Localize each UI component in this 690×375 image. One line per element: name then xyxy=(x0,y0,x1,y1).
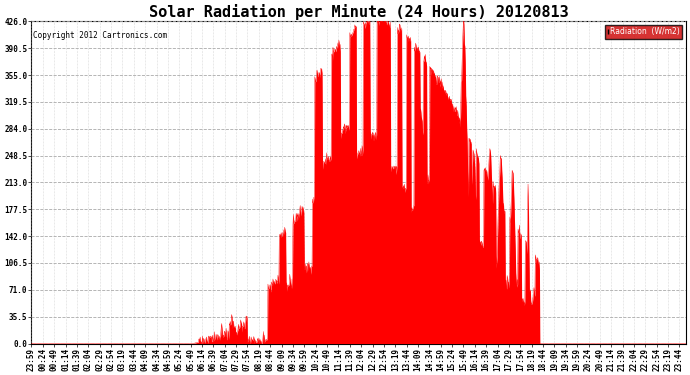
Legend: Radiation  (W/m2): Radiation (W/m2) xyxy=(605,25,682,39)
Title: Solar Radiation per Minute (24 Hours) 20120813: Solar Radiation per Minute (24 Hours) 20… xyxy=(149,4,569,20)
Text: Copyright 2012 Cartronics.com: Copyright 2012 Cartronics.com xyxy=(32,31,167,40)
